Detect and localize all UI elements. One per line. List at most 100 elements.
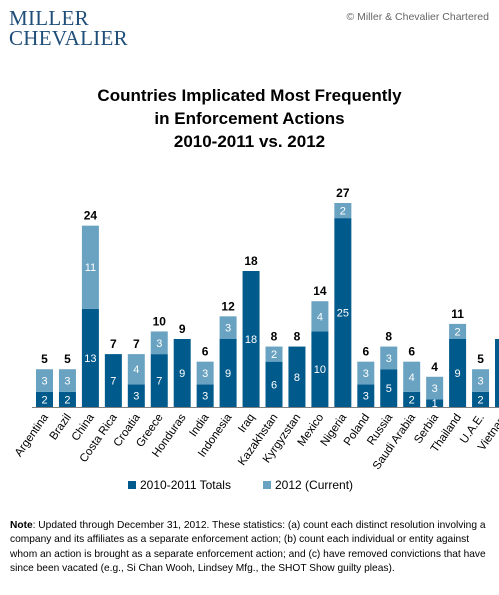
bar-2012-poland — [357, 361, 375, 385]
bar-2010-2011-honduras — [173, 339, 191, 407]
total-label-brazil: 5 — [64, 352, 71, 366]
total-label-greece: 10 — [153, 314, 167, 328]
stacked-bar-chart: 235Argentina235Brazil131124China77Costa … — [13, 186, 499, 492]
bar-label-2010-2011-poland: 3 — [363, 391, 369, 403]
bar-label-2010-2011-india: 3 — [202, 391, 208, 403]
bar-2012-thailand — [449, 323, 467, 339]
bar-2010-2011-iraq — [242, 271, 260, 407]
bar-2010-2011-india — [196, 384, 214, 407]
bar-label-2010-2011-croatia: 3 — [133, 391, 139, 403]
legend-swatch-2012 — [263, 481, 271, 489]
bar-label-2010-2011-china: 13 — [84, 353, 96, 365]
total-label-serbia: 4 — [431, 360, 438, 374]
total-label-kyrgyzstan: 8 — [294, 330, 301, 344]
bar-2012-china — [81, 225, 99, 309]
bar-2010-2011-costa-rica — [104, 354, 122, 407]
bar-2010-2011-greece — [150, 354, 168, 407]
total-label-mexico: 14 — [313, 284, 327, 298]
footnote: Note: Updated through December 31, 2012.… — [10, 519, 492, 577]
bar-2010-2011-argentina — [36, 391, 53, 407]
bar-2010-2011-nigeria — [334, 218, 352, 407]
bar-label-2010-2011-kazakhstan: 6 — [271, 379, 277, 391]
bar-label-2010-2011-u-a-e: 2 — [477, 394, 483, 406]
bar-2010-2011-thailand — [449, 339, 467, 407]
total-label-china: 24 — [84, 209, 98, 223]
bar-2010-2011-russia — [380, 369, 398, 407]
footnote-label: Note — [10, 520, 33, 531]
bar-label-2012-india: 3 — [202, 368, 208, 380]
bar-label-2012-brazil: 3 — [64, 376, 70, 388]
total-label-indonesia: 12 — [221, 299, 235, 313]
bar-label-2010-2011-mexico: 10 — [314, 364, 326, 376]
total-label-iraq: 18 — [244, 254, 258, 268]
bar-2012-u-a-e — [472, 369, 490, 392]
logo-line-2: CHEVALIER — [9, 26, 128, 50]
bar-label-2010-2011-iraq: 18 — [245, 334, 257, 346]
bar-label-2012-saudi-arabia: 4 — [409, 372, 415, 384]
bar-label-2010-2011-costa-rica: 7 — [110, 376, 116, 388]
bar-label-2010-2011-russia: 5 — [386, 383, 392, 395]
bar-2010-2011-china — [81, 308, 99, 407]
total-label-nigeria: 27 — [336, 186, 350, 200]
bar-label-2012-poland: 3 — [363, 368, 369, 380]
legend-label-2012: 2012 (Current) — [275, 478, 353, 492]
bar-label-2012-mexico: 4 — [317, 311, 323, 323]
legend-swatch-2010-2011 — [128, 481, 136, 489]
bar-2012-serbia — [426, 376, 444, 400]
bar-label-2010-2011-nigeria: 25 — [337, 308, 349, 320]
total-label-u-a-e: 5 — [477, 352, 484, 366]
bar-2010-2011-vietnam — [495, 339, 499, 407]
bar-2012-brazil — [58, 369, 76, 392]
bar-2012-india — [196, 361, 214, 385]
total-label-saudi-arabia: 6 — [408, 345, 415, 359]
category-label-argentina: Argentina — [13, 411, 51, 459]
total-label-kazakhstan: 8 — [271, 330, 278, 344]
bar-label-2010-2011-saudi-arabia: 2 — [409, 394, 415, 406]
bar-label-2010-2011-serbia: 1 — [432, 398, 438, 410]
bar-label-2010-2011-indonesia: 9 — [225, 368, 231, 380]
bar-label-2010-2011-greece: 7 — [156, 376, 162, 388]
logo: MILLER CHEVALIER — [9, 8, 128, 50]
total-label-india: 6 — [202, 345, 209, 359]
bar-2012-argentina — [36, 369, 53, 392]
bar-label-2012-nigeria: 2 — [340, 206, 346, 218]
bar-2012-nigeria — [334, 203, 352, 219]
chart-title-line-1: Countries Implicated Most Frequently — [97, 86, 402, 105]
bar-2010-2011-u-a-e — [472, 391, 490, 407]
bar-2010-2011-poland — [357, 384, 375, 407]
bar-2010-2011-saudi-arabia — [403, 391, 421, 407]
bar-2010-2011-kazakhstan — [265, 361, 283, 407]
bar-label-2012-serbia: 3 — [432, 383, 438, 395]
total-label-costa-rica: 7 — [110, 337, 117, 351]
bar-label-2012-u-a-e: 3 — [477, 376, 483, 388]
total-label-croatia: 7 — [133, 337, 140, 351]
bar-2012-mexico — [311, 301, 329, 332]
total-label-thailand: 11 — [451, 307, 464, 321]
copyright-notice: © Miller & Chevalier Chartered — [346, 11, 489, 23]
bar-label-2012-croatia: 4 — [133, 364, 139, 376]
bar-label-2012-russia: 3 — [386, 353, 392, 365]
chart-title: Countries Implicated Most Frequently in … — [0, 84, 499, 153]
bar-2012-russia — [380, 346, 398, 370]
bar-2010-2011-brazil — [58, 391, 76, 407]
total-label-poland: 6 — [362, 345, 369, 359]
chart-title-line-3: 2010-2011 vs. 2012 — [173, 132, 326, 151]
chart-title-line-2: in Enforcement Actions — [154, 109, 345, 128]
bar-label-2012-greece: 3 — [156, 338, 162, 350]
bar-label-2012-kazakhstan: 2 — [271, 349, 277, 361]
bar-2010-2011-serbia — [426, 399, 444, 407]
bar-2012-croatia — [127, 354, 145, 385]
total-label-russia: 8 — [385, 330, 392, 344]
bar-label-2012-china: 11 — [85, 262, 96, 274]
bar-2012-saudi-arabia — [403, 361, 421, 392]
bar-2012-kazakhstan — [265, 346, 283, 362]
bar-2010-2011-kyrgyzstan — [288, 346, 306, 407]
bar-label-2010-2011-thailand: 9 — [455, 368, 461, 380]
total-label-argentina: 5 — [41, 352, 48, 366]
category-label-iraq: Iraq — [236, 412, 257, 435]
bar-2012-greece — [150, 331, 168, 355]
bar-label-2012-indonesia: 3 — [225, 323, 231, 335]
bar-label-2012-thailand: 2 — [455, 326, 461, 338]
bar-2010-2011-croatia — [127, 384, 145, 407]
bar-label-2010-2011-kyrgyzstan: 8 — [294, 372, 300, 384]
